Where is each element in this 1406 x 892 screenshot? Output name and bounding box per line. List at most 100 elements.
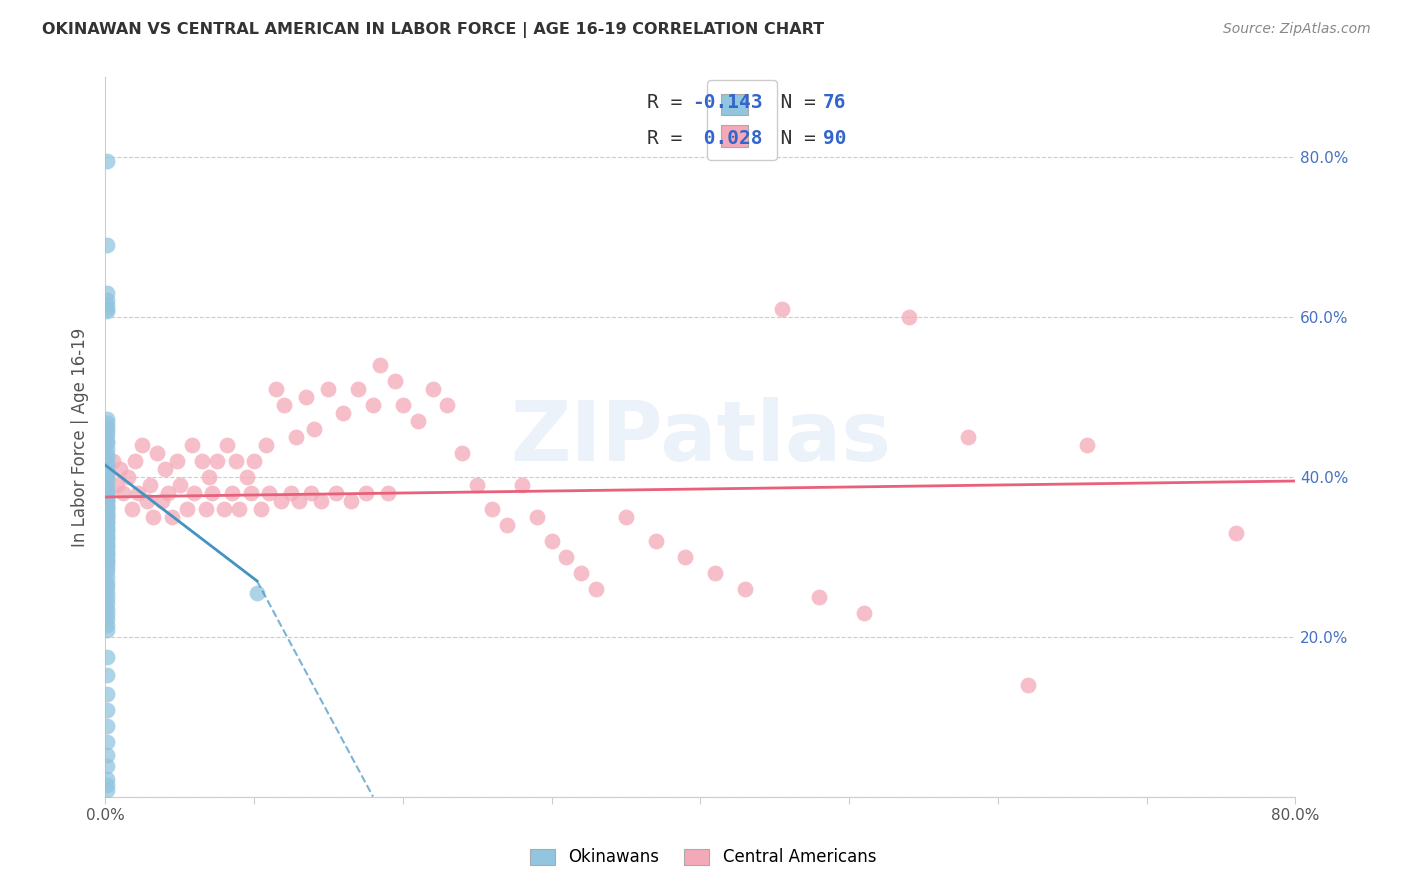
- Point: [96, 612, 118, 626]
- Point: [96, 412, 118, 426]
- Point: [96, 564, 118, 578]
- Point: [96, 486, 118, 500]
- Point: [451, 446, 474, 460]
- Point: [734, 582, 756, 596]
- Text: 0.028: 0.028: [692, 129, 762, 148]
- Point: [225, 454, 247, 468]
- Point: [96, 494, 118, 508]
- Point: [96, 649, 118, 664]
- Point: [96, 546, 118, 560]
- Point: [273, 398, 295, 412]
- Point: [96, 442, 118, 456]
- Point: [96, 448, 118, 462]
- Point: [377, 486, 399, 500]
- Point: [153, 462, 176, 476]
- Point: [1017, 678, 1039, 692]
- Point: [96, 538, 118, 552]
- Point: [156, 486, 179, 500]
- Point: [198, 470, 221, 484]
- Point: [96, 772, 118, 786]
- Point: [897, 310, 920, 325]
- Point: [96, 516, 118, 531]
- Point: [250, 502, 273, 516]
- Point: [180, 438, 202, 452]
- Point: [96, 543, 118, 558]
- Point: [465, 478, 488, 492]
- Point: [96, 580, 118, 594]
- Point: [302, 422, 325, 436]
- Point: [614, 510, 637, 524]
- Point: [96, 549, 118, 563]
- Point: [384, 374, 406, 388]
- Point: [96, 470, 118, 484]
- Point: [205, 454, 228, 468]
- Point: [96, 559, 118, 574]
- Point: [370, 358, 392, 372]
- Point: [96, 510, 118, 524]
- Point: [957, 430, 980, 444]
- Point: [280, 486, 302, 500]
- Point: [96, 522, 118, 536]
- Point: [96, 719, 118, 733]
- Point: [195, 502, 218, 516]
- Point: [675, 549, 697, 564]
- Point: [105, 478, 128, 492]
- Point: [96, 499, 118, 513]
- Point: [96, 602, 118, 616]
- Point: [481, 502, 503, 516]
- Point: [266, 382, 288, 396]
- Point: [96, 238, 118, 252]
- Point: [96, 511, 118, 525]
- Point: [254, 438, 277, 452]
- Point: [406, 414, 429, 428]
- Point: [325, 486, 347, 500]
- Point: [569, 566, 592, 580]
- Point: [121, 502, 143, 516]
- Point: [96, 468, 118, 483]
- Point: [127, 486, 149, 500]
- Point: [309, 494, 332, 508]
- Point: [540, 533, 562, 548]
- Point: [339, 494, 361, 508]
- Point: [142, 510, 165, 524]
- Point: [96, 303, 118, 318]
- Point: [212, 502, 235, 516]
- Point: [96, 298, 118, 312]
- Point: [108, 462, 131, 476]
- Point: [96, 530, 118, 544]
- Point: [101, 454, 124, 468]
- Point: [96, 434, 118, 448]
- Point: [96, 519, 118, 533]
- Point: [96, 668, 118, 682]
- Point: [391, 398, 413, 412]
- Point: [96, 503, 118, 517]
- Point: [150, 494, 173, 508]
- Point: [183, 486, 205, 500]
- Point: [96, 464, 118, 478]
- Point: [131, 438, 153, 452]
- Point: [96, 618, 118, 632]
- Text: R =: R =: [647, 129, 693, 148]
- Point: [228, 502, 250, 516]
- Point: [1076, 438, 1098, 452]
- Point: [96, 591, 118, 606]
- Point: [96, 533, 118, 547]
- Point: [347, 382, 370, 396]
- Point: [96, 500, 118, 515]
- Point: [191, 454, 214, 468]
- Point: [96, 551, 118, 566]
- Point: [96, 484, 118, 499]
- Point: [96, 524, 118, 539]
- Point: [96, 420, 118, 434]
- Point: [96, 527, 118, 541]
- Point: [96, 570, 118, 584]
- Text: -0.143: -0.143: [692, 93, 762, 112]
- Point: [555, 549, 578, 564]
- Text: N =: N =: [758, 93, 828, 112]
- Point: [112, 486, 135, 500]
- Point: [526, 510, 548, 524]
- Point: [96, 474, 118, 488]
- Legend: Okinawans, Central Americans: Okinawans, Central Americans: [523, 842, 883, 873]
- Point: [160, 510, 183, 524]
- Point: [96, 154, 118, 169]
